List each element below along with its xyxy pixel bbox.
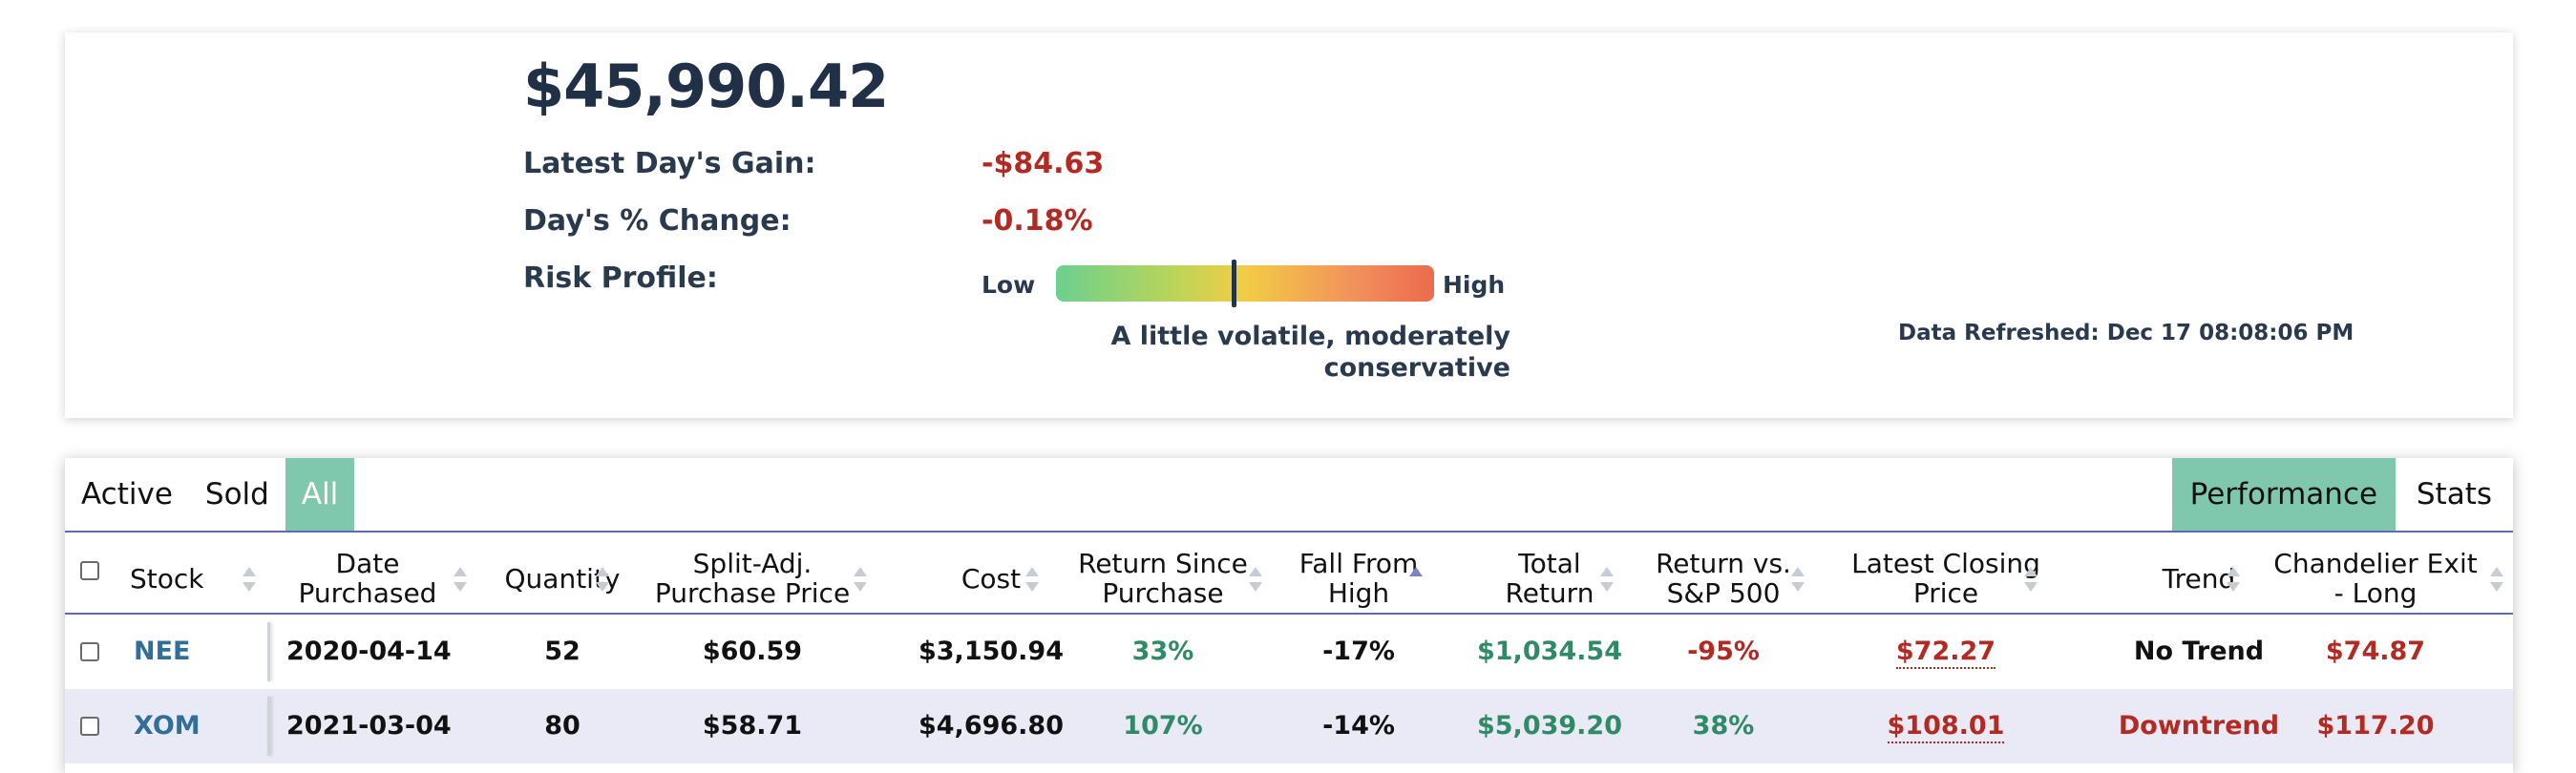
select-all-checkbox[interactable]: [80, 561, 99, 580]
column-header-total-return[interactable]: Total Return: [1459, 542, 1640, 615]
tab-active[interactable]: Active: [81, 477, 173, 512]
column-header-trend[interactable]: Trend: [2089, 542, 2309, 615]
return-since-purchase-cell: 33%: [1131, 637, 1194, 666]
cost-cell: $3,150.94: [918, 637, 1065, 666]
column-header-line: Latest Closing: [1851, 548, 2040, 579]
column-header-cost-label: Cost: [961, 562, 1022, 595]
row-checkbox[interactable]: [80, 642, 99, 661]
view-tabs: Performance Stats: [2171, 458, 2513, 531]
column-header-return-since-purchase[interactable]: Return Since Purchase: [1067, 542, 1258, 615]
column-header-line: - Long: [2333, 577, 2418, 609]
latest-closing-price-cell[interactable]: $72.27: [1822, 615, 2070, 689]
column-header-line: Split-Adj.: [692, 548, 813, 579]
column-header-line: Purchased: [298, 577, 437, 609]
sort-icon[interactable]: [2490, 567, 2503, 592]
latest-closing-price-value: $108.01: [1887, 711, 2005, 743]
chandelier-exit-cell: $74.87: [2325, 637, 2426, 666]
sort-icon[interactable]: [596, 567, 609, 592]
sort-icon[interactable]: [1249, 567, 1262, 592]
sort-icon[interactable]: [243, 567, 256, 592]
column-header-line: Return Since: [1078, 548, 1248, 579]
date-purchased-cell: 2021-03-04: [286, 711, 452, 741]
sort-icon[interactable]: [1025, 567, 1039, 592]
sort-icon[interactable]: [2227, 567, 2240, 592]
risk-low-label: Low: [982, 271, 1036, 299]
latest-closing-price-cell[interactable]: $108.01: [1822, 689, 2070, 763]
latest-closing-price-value: $72.27: [1895, 637, 1996, 669]
return-vs-sp500-cell: 38%: [1692, 711, 1755, 741]
day-pct-change-label: Day's % Change:: [523, 204, 792, 238]
column-header-line: High: [1327, 577, 1390, 609]
sort-icon[interactable]: [1600, 567, 1614, 592]
column-header-line: Purchase: [1102, 577, 1224, 609]
column-header-line: Total: [1518, 548, 1581, 579]
header-top-divider: [65, 531, 2513, 533]
tab-performance[interactable]: Performance: [2171, 458, 2396, 531]
column-header-fall-from-high[interactable]: Fall From High: [1277, 542, 1440, 615]
filter-tabs: Active Sold All: [65, 458, 355, 531]
cost-cell: $4,696.80: [918, 711, 1065, 741]
chandelier-exit-cell: $117.20: [2316, 711, 2435, 741]
column-header-line: Return: [1505, 577, 1594, 609]
column-header-stock-label: Stock: [130, 562, 204, 595]
sort-icon[interactable]: [1791, 567, 1805, 592]
sort-ascending-icon[interactable]: [1409, 567, 1423, 592]
tab-sold[interactable]: Sold: [204, 477, 269, 512]
column-header-line: Date: [335, 548, 400, 579]
trend-cell: Downtrend: [2118, 711, 2280, 741]
column-header-line: Price: [1912, 577, 1979, 609]
column-header-latest-closing-price[interactable]: Latest Closing Price: [1822, 542, 2070, 615]
risk-profile-label: Risk Profile:: [523, 261, 718, 295]
purchase-price-cell: $58.71: [702, 711, 803, 741]
sort-icon[interactable]: [854, 567, 867, 592]
fall-from-high-cell: -14%: [1322, 711, 1395, 741]
risk-high-label: High: [1443, 271, 1506, 299]
day-pct-change-value: -0.18%: [982, 204, 1093, 238]
risk-gauge: [1056, 260, 1434, 307]
risk-gauge-marker: [1232, 260, 1237, 307]
fall-from-high-cell: -17%: [1322, 637, 1395, 666]
day-gain-value: -$84.63: [982, 147, 1105, 180]
data-refreshed-timestamp: Data Refreshed: Dec 17 08:08:06 PM: [1898, 321, 2354, 345]
column-header-return-vs-sp500[interactable]: Return vs. S&P 500: [1633, 542, 1814, 615]
stock-ticker-link[interactable]: XOM: [134, 711, 201, 741]
column-header-quantity[interactable]: Quantity: [481, 542, 644, 615]
sticky-column-divider: [267, 622, 270, 681]
header-bottom-divider: [65, 613, 2513, 615]
column-header-line: Return vs.: [1656, 548, 1791, 579]
date-purchased-cell: 2020-04-14: [286, 637, 452, 666]
column-header-line: Fall From: [1299, 548, 1419, 579]
quantity-cell: 80: [544, 711, 581, 741]
sort-icon[interactable]: [454, 567, 467, 592]
tab-stats[interactable]: Stats: [2416, 477, 2492, 512]
tab-all[interactable]: All: [285, 458, 355, 531]
column-header-stock[interactable]: Stock: [130, 542, 235, 615]
portfolio-summary-card: $45,990.42 Latest Day's Gain: -$84.63 Da…: [65, 32, 2513, 418]
column-header-split-adj-price[interactable]: Split-Adj. Purchase Price: [638, 542, 867, 615]
sort-icon[interactable]: [2024, 567, 2038, 592]
quantity-cell: 52: [544, 637, 581, 666]
portfolio-total-value: $45,990.42: [523, 52, 889, 121]
row-checkbox[interactable]: [80, 717, 99, 736]
return-vs-sp500-cell: -95%: [1687, 637, 1760, 666]
day-gain-label: Latest Day's Gain:: [523, 147, 816, 180]
table-row[interactable]: XOM 2021-03-04 80 $58.71 $4,696.80 107% …: [65, 689, 2513, 763]
trend-cell: No Trend: [2133, 637, 2265, 666]
column-header-line: Chandelier Exit: [2273, 548, 2478, 579]
holdings-table-card: Active Sold All Performance Stats Stock …: [65, 458, 2513, 773]
total-return-cell: $5,039.20: [1476, 711, 1623, 741]
column-header-date-purchased[interactable]: Date Purchased: [286, 542, 449, 615]
column-header-cost[interactable]: Cost: [905, 542, 1077, 615]
total-return-cell: $1,034.54: [1476, 637, 1623, 666]
column-header-chandelier-exit[interactable]: Chandelier Exit - Long: [2261, 542, 2490, 615]
return-since-purchase-cell: 107%: [1123, 711, 1203, 741]
sticky-column-divider: [267, 697, 270, 756]
stock-ticker-link[interactable]: NEE: [134, 637, 191, 666]
column-header-trend-label: Trend: [2162, 562, 2236, 595]
purchase-price-cell: $60.59: [702, 637, 803, 666]
table-row[interactable]: NEE 2020-04-14 52 $60.59 $3,150.94 33% -…: [65, 615, 2513, 689]
column-header-line: S&P 500: [1666, 577, 1781, 609]
risk-description: A little volatile, moderately conservati…: [1110, 322, 1510, 383]
column-header-line: Purchase Price: [654, 577, 851, 609]
